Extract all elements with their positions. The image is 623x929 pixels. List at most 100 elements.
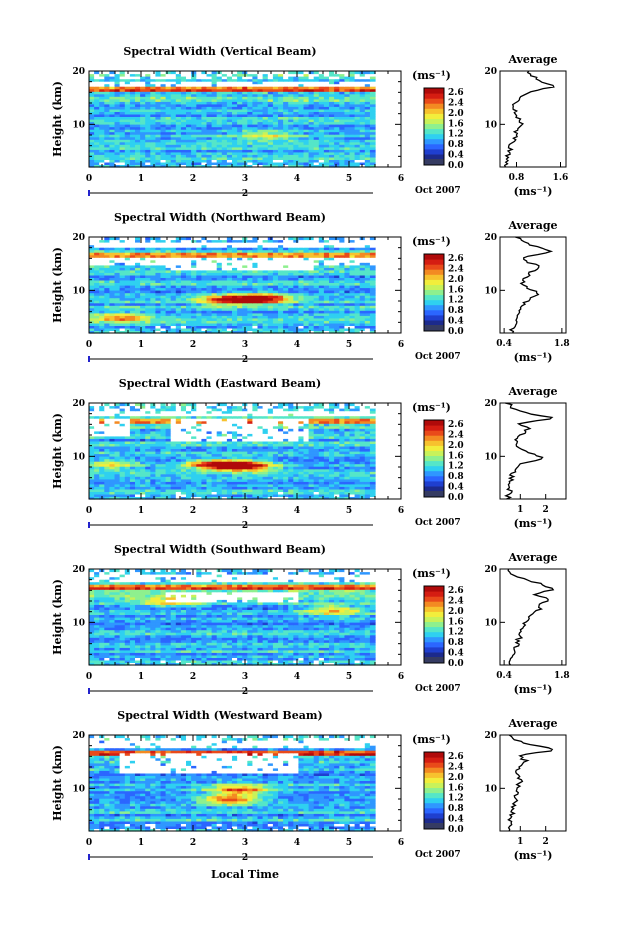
heatmap-cell [344,141,351,145]
heatmap-cell [257,488,264,492]
heatmap-cell [318,98,325,102]
heatmap-cell [303,322,310,326]
heatmap-cell [129,141,136,145]
heatmap-cell [104,277,110,281]
heatmap-cell [318,103,325,107]
heatmap-cell [135,156,141,160]
heatmap-cell [150,262,156,266]
heatmap-cell [344,322,351,326]
heatmap-cell [334,287,340,291]
heatmap-cell [211,277,218,281]
heatmap-cell [226,144,233,148]
heatmap-cell [165,244,172,248]
heatmap-cell [196,327,202,331]
heatmap-cell [129,83,136,87]
heatmap-cell [191,134,197,138]
heatmap-cell [257,242,264,246]
heatmap-cell [252,139,259,143]
heatmap-cell [339,237,345,241]
heatmap-cell [94,113,100,117]
heatmap-cell [272,481,279,485]
heatmap-cell [288,247,294,251]
heatmap-cell [359,144,366,148]
heatmap-cell [364,493,371,497]
heatmap-cell [267,285,274,289]
heatmap-cell [140,257,146,261]
heatmap-cell [180,237,187,241]
heatmap-cell [216,325,223,329]
heatmap-cell [272,113,279,117]
heatmap-cell [175,121,182,125]
heatmap-cell [339,269,345,273]
heatmap-cell [278,136,284,140]
heatmap-cell [150,164,156,168]
heatmap-cell [232,483,238,487]
heatmap-cell [252,136,259,140]
heatmap-cell [160,106,167,110]
heatmap-cell [89,287,95,291]
heatmap-cell [359,287,366,291]
heatmap-cell [109,103,116,107]
heatmap-cell [89,325,95,329]
heatmap-cell [160,151,167,155]
heatmap-cell [283,478,289,482]
heatmap-cell [313,154,320,158]
heatmap-cell [262,154,269,158]
heatmap-cell [242,302,248,306]
heatmap-cell [344,154,351,158]
heatmap-cell [124,96,131,100]
heatmap-cell [242,139,248,143]
heatmap-cell [323,101,330,105]
heatmap-cell [226,252,233,256]
heatmap-cell [323,159,330,163]
heatmap-cell [186,264,192,268]
heatmap-cell [329,129,335,133]
heatmap-cell [232,119,238,123]
heatmap-cell [247,101,253,105]
heatmap-cell [278,491,284,495]
heatmap-cell [119,86,126,90]
heatmap-cell [303,71,310,75]
heatmap-cell [272,96,279,100]
heatmap-cell [237,83,243,87]
heatmap-cell [206,249,213,253]
heatmap-cell [318,156,325,160]
heatmap-cell [323,478,330,482]
heatmap-cell [257,237,264,241]
heatmap-cell [114,483,121,487]
heatmap-cell [114,274,121,278]
heatmap-cell [201,88,208,92]
heatmap-cell [216,116,223,120]
heatmap-cell [191,161,197,165]
heatmap-cell [237,139,243,143]
heatmap-cell [135,305,141,309]
heatmap-cell [221,267,228,271]
heatmap-cell [272,161,279,165]
heatmap-cell [175,119,182,123]
heatmap-cell [119,320,126,324]
heatmap-cell [308,116,315,120]
heatmap-cell [94,274,100,278]
heatmap-cell [334,131,340,135]
heatmap-cell [354,76,361,80]
heatmap-cell [114,287,121,291]
heatmap-cell [323,116,330,120]
heatmap-cell [226,254,233,258]
heatmap-cell [129,126,136,130]
heatmap-cell [267,491,274,495]
heatmap-cell [196,71,202,75]
heatmap-cell [99,136,105,140]
heatmap-cell [349,164,356,168]
heatmap-cell [206,279,213,283]
heatmap-cell [165,239,172,243]
heatmap-cell [124,141,131,145]
heatmap-cell [232,88,238,92]
heatmap-cell [114,91,121,95]
heatmap-cell [278,76,284,80]
heatmap-cell [232,149,238,153]
heatmap-cell [308,249,315,253]
heatmap-cell [247,252,253,256]
heatmap-cell [175,252,182,256]
heatmap-cell [114,257,121,261]
heatmap-cell [191,129,197,133]
